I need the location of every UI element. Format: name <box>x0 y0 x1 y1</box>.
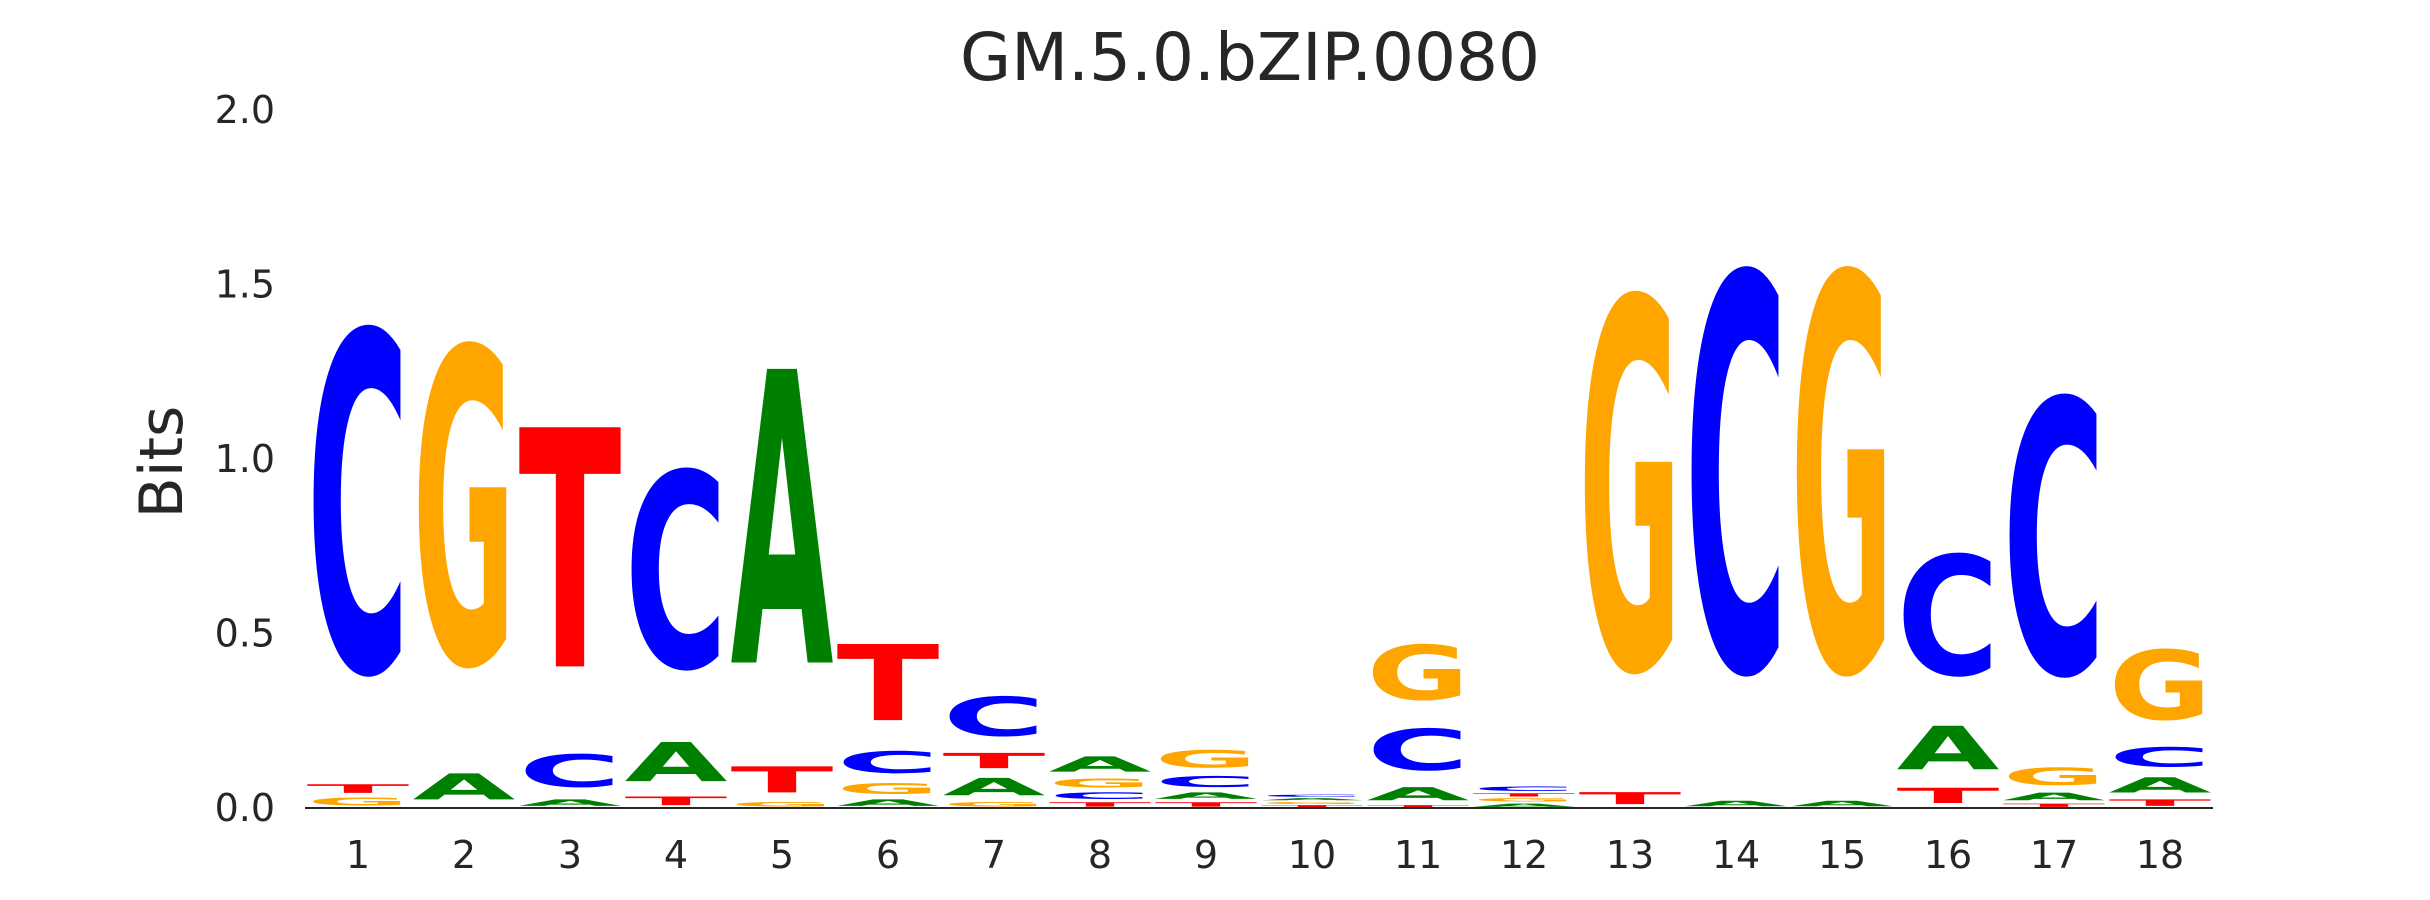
logo-letter-C: C <box>519 745 622 797</box>
logo-letter-C: C <box>1367 718 1470 784</box>
logo-letter-T: T <box>731 759 834 801</box>
logo-letter-G: G <box>413 262 516 766</box>
logo-letter-A: A <box>1791 799 1894 808</box>
logo-letter-T: T <box>1579 789 1682 808</box>
logo-letter-C: C <box>625 419 728 731</box>
logo-letter-A: A <box>1367 784 1470 805</box>
logo-letter-G: G <box>1473 798 1576 803</box>
logo-letter-A: A <box>1261 798 1364 801</box>
logo-letter-A: A <box>943 773 1046 801</box>
logo-letter-C: C <box>1473 785 1576 792</box>
logo-letter-G: G <box>1579 198 1682 788</box>
x-tick-label: 2 <box>452 833 476 877</box>
x-tick-label: 10 <box>1288 833 1336 877</box>
logo-letter-G: G <box>837 780 940 797</box>
chart-title: GM.5.0.bZIP.0080 <box>960 19 1540 96</box>
x-axis-ticks: 1 2 3 4 5 6 7 8 9 10 11 12 13 14 15 16 17 18 <box>346 833 2184 877</box>
x-tick-label: 16 <box>1924 833 1972 877</box>
y-axis-label: Bits <box>127 406 197 519</box>
logo-letters: GTCAGACTTACGTAAGCTGATCTCGATACGTGACTACGAG… <box>307 165 2212 808</box>
logo-letter-C: C <box>1155 773 1258 790</box>
logo-letter-G: G <box>2109 631 2212 742</box>
logo-letter-C: C <box>2109 742 2212 773</box>
x-tick-label: 18 <box>2136 833 2184 877</box>
logo-letter-C: C <box>1049 791 1152 801</box>
x-tick-label: 14 <box>1712 833 1760 877</box>
logo-letter-A: A <box>1155 791 1258 801</box>
x-tick-label: 8 <box>1088 833 1112 877</box>
logo-letter-G: G <box>1261 801 1364 804</box>
y-tick-label: 1.5 <box>215 263 275 307</box>
logo-letter-G: G <box>307 796 410 808</box>
logo-letter-T: T <box>519 363 622 745</box>
x-tick-label: 11 <box>1394 833 1442 877</box>
x-tick-label: 7 <box>982 833 1006 877</box>
x-tick-label: 13 <box>1606 833 1654 877</box>
logo-letter-T: T <box>837 623 940 745</box>
x-tick-label: 12 <box>1500 833 1548 877</box>
logo-letter-A: A <box>1685 799 1788 808</box>
logo-letter-G: G <box>1049 777 1152 791</box>
y-tick-label: 0.0 <box>215 786 275 830</box>
logo-letter-G: G <box>1155 745 1258 773</box>
y-axis-ticks: 0.0 0.5 1.0 1.5 2.0 <box>215 88 275 830</box>
logo-letter-T: T <box>1049 801 1152 808</box>
logo-letter-G: G <box>1367 631 1470 718</box>
y-tick-label: 2.0 <box>215 88 275 132</box>
x-tick-label: 15 <box>1818 833 1866 877</box>
logo-letter-A: A <box>413 766 516 808</box>
logo-letter-T: T <box>625 794 728 808</box>
x-tick-label: 5 <box>770 833 794 877</box>
logo-letter-T: T <box>2109 798 2212 808</box>
logo-letter-A: A <box>625 731 728 794</box>
logo-letter-A: A <box>1897 714 2000 784</box>
logo-letter-A: A <box>731 289 835 758</box>
logo-letter-A: A <box>519 798 622 808</box>
x-tick-label: 1 <box>346 833 370 877</box>
logo-letter-G: G <box>943 801 1046 808</box>
logo-letter-A: A <box>837 798 940 808</box>
logo-letter-T: T <box>307 782 410 796</box>
logo-letter-T: T <box>1897 784 2000 808</box>
logo-letter-C: C <box>2003 324 2106 761</box>
x-tick-label: 4 <box>664 833 688 877</box>
x-tick-label: 17 <box>2030 833 2078 877</box>
logo-letter-A: A <box>2109 773 2212 797</box>
logo-letter-C: C <box>1897 522 2000 713</box>
logo-letter-C: C <box>943 687 1046 749</box>
logo-letter-T: T <box>1155 801 1258 808</box>
logo-letter-C: C <box>1685 166 1788 797</box>
logo-letter-G: G <box>2003 763 2106 791</box>
logo-letter-T: T <box>943 749 1046 773</box>
logo-letter-C: C <box>837 745 940 780</box>
logo-letter-C: C <box>1261 794 1364 797</box>
y-tick-label: 0.5 <box>215 612 275 656</box>
x-tick-label: 9 <box>1194 833 1218 877</box>
x-tick-label: 3 <box>558 833 582 877</box>
logo-letter-A: A <box>1049 752 1152 776</box>
logo-letter-G: G <box>1791 165 1894 798</box>
logo-letter-A: A <box>2003 791 2106 803</box>
x-tick-label: 6 <box>876 833 900 877</box>
y-tick-label: 1.0 <box>215 437 275 481</box>
logo-letter-T: T <box>1473 792 1576 797</box>
logo-letter-C: C <box>307 240 410 782</box>
logo-letter-G: G <box>731 801 834 808</box>
